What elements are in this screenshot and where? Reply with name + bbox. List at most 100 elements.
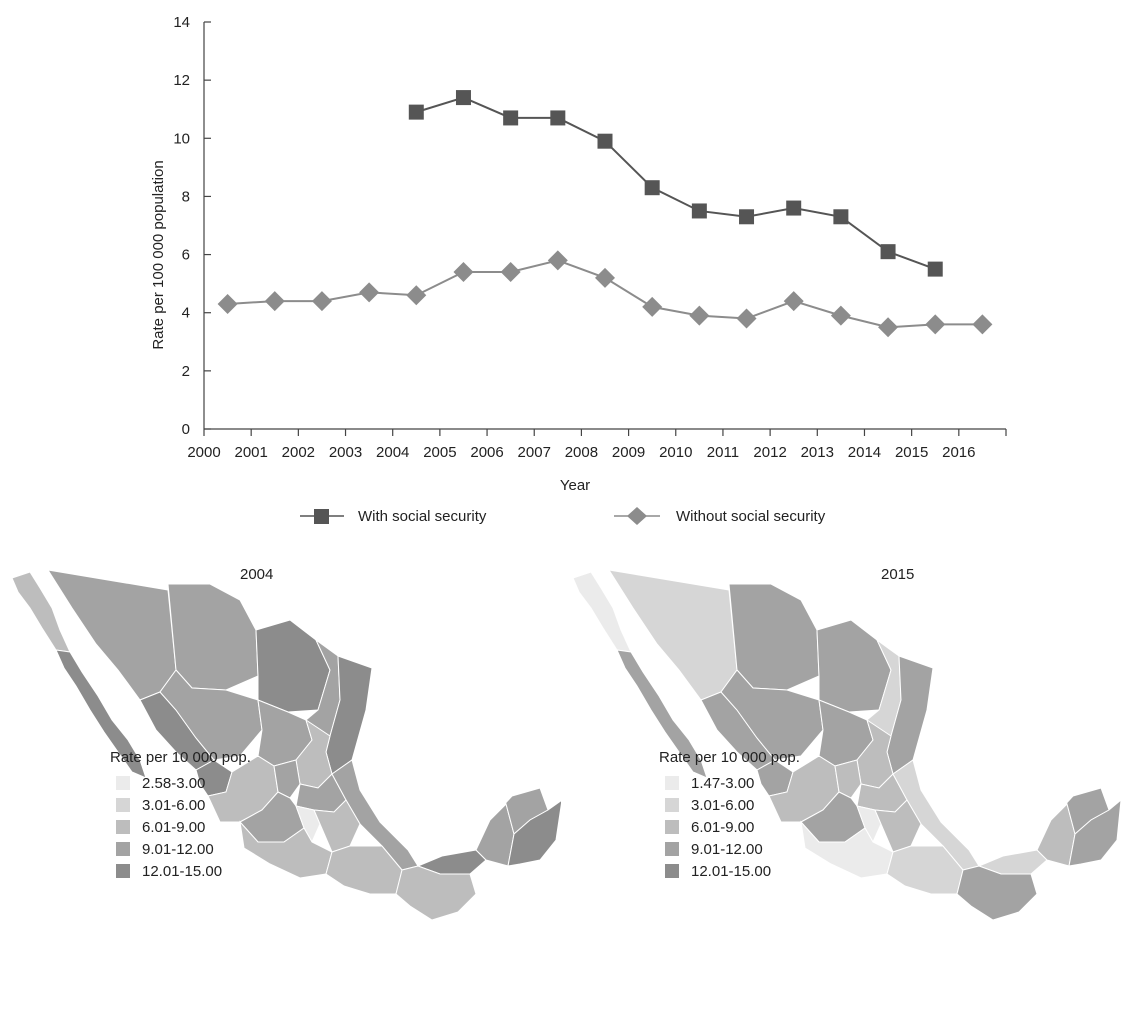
data-point-diamond xyxy=(217,293,238,314)
legend-range-label: 2.58-3.00 xyxy=(142,774,206,792)
data-point-diamond xyxy=(736,308,757,329)
legend-swatch xyxy=(116,820,130,834)
data-point-diamond xyxy=(595,267,615,288)
region-chiapas xyxy=(956,865,1038,921)
legend-range-label: 1.47-3.00 xyxy=(691,774,755,792)
y-tick-label: 4 xyxy=(182,305,190,322)
data-point-square xyxy=(597,133,613,149)
map-legend-item: 9.01-12.00 xyxy=(110,838,251,860)
region-guanajuato xyxy=(834,759,862,799)
x-tick-label: 2011 xyxy=(707,444,739,461)
x-tick-label: 2015 xyxy=(895,444,928,461)
x-axis-ticks: 2000 2001 2002 2003 2004 2005 2006 2007 2008 2009… xyxy=(187,429,1007,461)
region-baja-south xyxy=(55,649,147,779)
data-point-square xyxy=(833,209,849,225)
legend-marker-square xyxy=(314,509,329,524)
data-point-diamond xyxy=(878,317,899,338)
data-point-square xyxy=(408,104,424,120)
data-point-square xyxy=(739,209,755,225)
data-point-square xyxy=(786,200,802,216)
map-legend-item: 6.01-9.00 xyxy=(659,816,800,838)
y-tick-label: 10 xyxy=(173,130,190,147)
x-tick-label: 2005 xyxy=(423,444,456,461)
region-sonora xyxy=(607,569,738,701)
region-guanajuato xyxy=(273,759,301,799)
region-mexico-state xyxy=(295,805,321,844)
legend-swatch xyxy=(116,864,130,878)
region-durango xyxy=(159,669,263,761)
x-tick-label: 2002 xyxy=(282,444,315,461)
data-point-square xyxy=(455,90,471,106)
y-tick-label: 0 xyxy=(182,421,190,438)
series-layer xyxy=(217,90,993,338)
map-legend-title: Rate per 10 000 pop. xyxy=(659,749,800,766)
data-point-diamond xyxy=(547,250,568,271)
legend-range-label: 3.01-6.00 xyxy=(691,796,755,814)
data-point-diamond xyxy=(500,262,521,283)
data-point-square xyxy=(880,244,896,260)
x-tick-label: 2016 xyxy=(942,444,975,461)
line-chart: 0 2 4 6 8 10 12 14 2000 2001 2002 2003 2004 2005 2006… xyxy=(150,14,1007,525)
map-legend-title: Rate per 10 000 pop. xyxy=(110,749,251,766)
legend-label-with: With social security xyxy=(358,508,487,525)
x-tick-label: 2001 xyxy=(234,444,267,461)
data-point-diamond xyxy=(972,314,993,335)
map-legend-item: 3.01-6.00 xyxy=(110,794,251,816)
y-tick-label: 2 xyxy=(182,363,190,380)
legend-label-without: Without social security xyxy=(676,508,826,525)
x-tick-label: 2000 xyxy=(187,444,220,461)
x-tick-label: 2006 xyxy=(470,444,503,461)
y-tick-label: 6 xyxy=(182,247,190,264)
data-point-diamond xyxy=(359,282,380,303)
legend-range-label: 12.01-15.00 xyxy=(691,862,772,880)
legend-swatch xyxy=(116,842,130,856)
x-tick-label: 2003 xyxy=(329,444,362,461)
region-chiapas xyxy=(395,865,477,921)
map-legend-item: 3.01-6.00 xyxy=(659,794,800,816)
data-point-diamond xyxy=(264,291,285,312)
legend-range-label: 6.01-9.00 xyxy=(691,818,755,836)
mexico-map-2004 xyxy=(11,569,561,921)
data-point-square xyxy=(927,261,943,277)
data-point-diamond xyxy=(689,305,710,326)
map-legend-2015: Rate per 10 000 pop. 1.47-3.00 3.01-6.00… xyxy=(659,749,800,882)
series-line-0 xyxy=(415,96,936,271)
x-tick-label: 2013 xyxy=(801,444,834,461)
map-title-2004: 2004 xyxy=(240,566,274,583)
x-tick-label: 2008 xyxy=(565,444,598,461)
legend-range-label: 12.01-15.00 xyxy=(142,862,223,880)
data-point-square xyxy=(644,180,660,196)
map-legend-item: 1.47-3.00 xyxy=(659,772,800,794)
map-panel-2015: 2015 Rate per 10 000 pop. 1.47-3.00 3.01… xyxy=(561,560,1122,1012)
map-legend-item: 12.01-15.00 xyxy=(110,860,251,882)
region-sonora xyxy=(46,569,177,701)
x-tick-label: 2007 xyxy=(518,444,551,461)
y-axis-title: Rate per 100 000 population xyxy=(150,160,167,349)
x-tick-label: 2014 xyxy=(848,444,881,461)
region-chihuahua xyxy=(728,583,820,691)
region-puebla xyxy=(313,799,361,853)
legend-swatch xyxy=(665,798,679,812)
legend-swatch xyxy=(116,776,130,790)
y-tick-label: 14 xyxy=(173,14,190,31)
region-puebla xyxy=(874,799,922,853)
legend-swatch xyxy=(665,842,679,856)
legend-swatch xyxy=(665,864,679,878)
legend-swatch xyxy=(665,776,679,790)
map-title-2015: 2015 xyxy=(881,566,915,583)
map-legend-item: 9.01-12.00 xyxy=(659,838,800,860)
data-point-diamond xyxy=(453,262,474,283)
data-point-diamond xyxy=(925,314,946,335)
x-tick-label: 2004 xyxy=(376,444,409,461)
region-mexico-state xyxy=(856,805,882,844)
y-axis-ticks: 0 2 4 6 8 10 12 14 xyxy=(173,14,211,438)
data-point-diamond xyxy=(783,291,804,312)
legend-range-label: 3.01-6.00 xyxy=(142,796,206,814)
map-legend-item: 12.01-15.00 xyxy=(659,860,800,882)
data-point-square xyxy=(503,110,519,126)
x-tick-label: 2010 xyxy=(659,444,692,461)
region-durango xyxy=(720,669,824,761)
x-tick-label: 2012 xyxy=(753,444,786,461)
legend: With social security Without social secu… xyxy=(300,507,826,525)
region-quintana-roo xyxy=(507,800,561,867)
